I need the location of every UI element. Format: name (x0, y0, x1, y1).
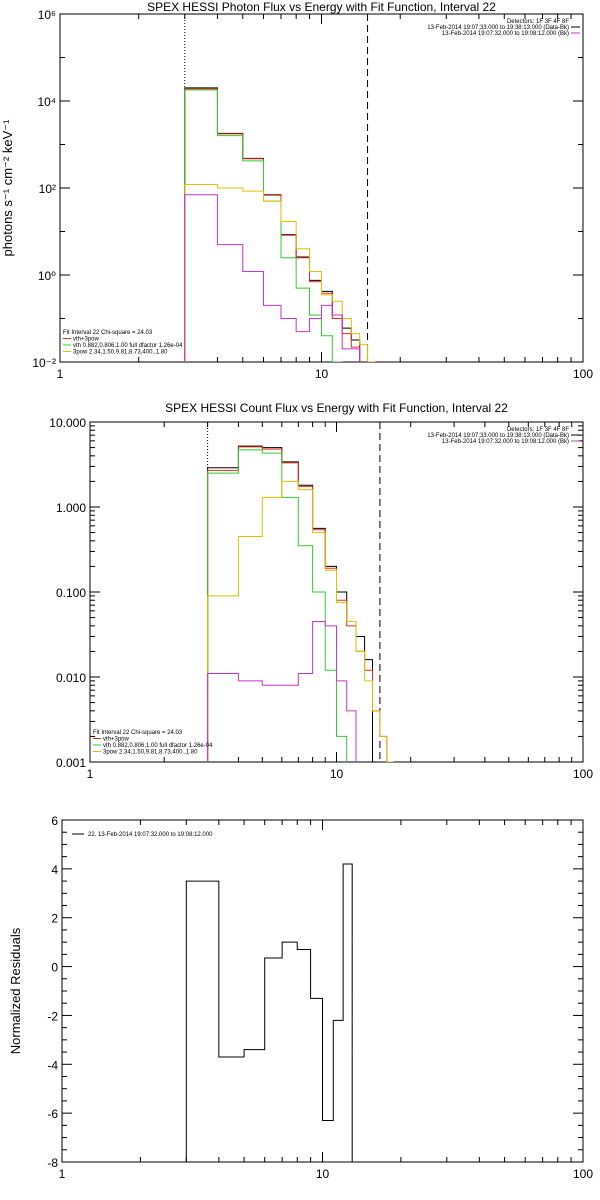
header-line-2: 13-Feb-2014 19:07:33.000 to 19:38:13.000… (427, 433, 569, 439)
y-tick-label: -6 (47, 1107, 58, 1121)
y-axis-label: photons s⁻¹ cm⁻² keV⁻¹ (0, 119, 15, 257)
x-tick-label: 100 (573, 367, 593, 381)
y-axis-label: Normalized Residuals (8, 927, 23, 1054)
legend-entry-1: 22, 13-Feb-2014 19:07:32.000 to 19:08:12… (88, 832, 213, 838)
legend-entry-4: 3pow 2.34,1.50,9.81,8.73,400.,1.80 (103, 750, 198, 756)
header-line-3: 13-Feb-2014 19:07:32.000 to 19:08:12.000… (442, 439, 569, 445)
y-tick-label: 4 (51, 863, 58, 877)
series-line-2 (184, 88, 361, 362)
x-tick-label: 1 (57, 367, 64, 381)
y-tick-label: 10⁴ (37, 95, 56, 109)
x-tick-label: 10 (315, 367, 329, 381)
y-tick-label: 0.010 (56, 671, 86, 685)
x-tick-label: 10 (316, 1167, 330, 1181)
series-group (207, 445, 394, 762)
series-line-1 (207, 445, 374, 762)
series-line-2 (207, 446, 394, 762)
series-group (185, 863, 353, 1162)
y-tick-label: 0 (51, 961, 58, 975)
header-line-2: 13-Feb-2014 19:07:33.000 to 19:38:13.000… (427, 25, 569, 31)
y-tick-label: 10⁰ (38, 269, 56, 283)
chart-title: SPEX HESSI Photon Flux vs Energy with Fi… (147, 0, 496, 14)
x-tick-label: 1 (59, 1167, 66, 1181)
series-line-1 (184, 87, 361, 362)
y-tick-label: 6 (51, 814, 58, 828)
y-tick-label: 2 (51, 912, 58, 926)
series-line-4 (207, 480, 394, 762)
header-line-3: 13-Feb-2014 19:07:32.000 to 19:08:12.000… (442, 31, 569, 37)
series-line-5 (184, 194, 361, 362)
x-tick-label: 100 (573, 767, 593, 781)
legend-entry-2: vth+3pow (73, 337, 100, 343)
series-line-4 (184, 184, 376, 362)
y-tick-label: -4 (47, 1058, 58, 1072)
x-tick-label: 100 (573, 1167, 593, 1181)
y-tick-label: 0.100 (56, 586, 86, 600)
y-tick-label: 10⁶ (38, 8, 56, 22)
chart-3: 1 10 100 -8 -6 -4 -2 0 2 4 6 Normalized Residuals 22… (8, 814, 593, 1181)
y-tick-label: -8 (47, 1156, 58, 1170)
chart-1: SPEX HESSI Photon Flux vs Energy with Fi… (0, 0, 593, 381)
y-tick-label: -2 (47, 1009, 58, 1023)
header-line-1: Detectors: 1F 3F 4F 8F (507, 19, 569, 25)
chart-2: SPEX HESSI Count Flux vs Energy with Fit… (49, 401, 593, 781)
series-line-5 (207, 620, 357, 762)
y-tick-label: 10² (39, 182, 56, 196)
x-tick-label: 10 (330, 767, 344, 781)
y-tick-label: 10⁻² (32, 356, 56, 370)
legend-entry-2: vth+3pow (103, 737, 130, 743)
chart-title: SPEX HESSI Count Flux vs Energy with Fit… (165, 401, 508, 415)
legend-entry-3: vth 0.882,0.806,1.00 full dfactor 1.26e-… (73, 343, 183, 349)
header-line-1: Detectors: 1F 3F 4F 8F (507, 427, 569, 433)
y-tick-label: 0.001 (56, 756, 86, 770)
series-group (184, 87, 376, 362)
x-tick-label: 1 (87, 767, 94, 781)
legend-entry-3: vth 0.882,0.806,1.00 full dfactor 1.26e-… (103, 743, 213, 749)
y-tick-label: 10.000 (49, 416, 86, 430)
y-tick-label: 1.000 (56, 501, 86, 515)
legend-entry-1: Fit Interval 22 Chi-square = 24.03 (63, 330, 153, 336)
series-line-3 (184, 89, 343, 362)
series-line-1 (185, 863, 353, 1162)
legend-entry-1: Fit Interval 22 Chi-square = 24.03 (93, 730, 183, 736)
legend-entry-4: 3pow 2.34,1.50,9.81,8.73,400.,1.80 (73, 350, 168, 356)
